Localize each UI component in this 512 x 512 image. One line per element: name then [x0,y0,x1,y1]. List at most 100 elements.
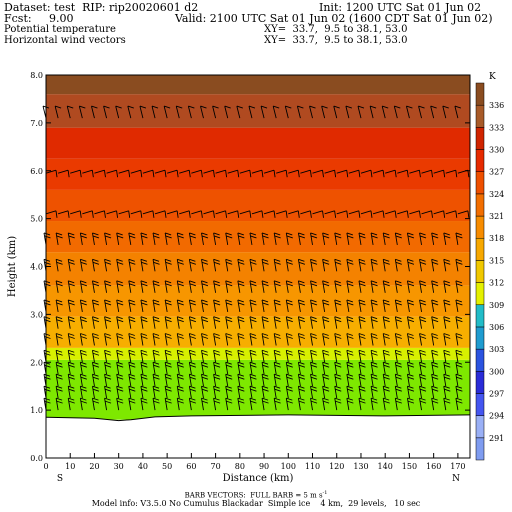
wind-barb [431,373,439,387]
wind-barb [394,373,402,387]
wind-barb [164,258,172,272]
x-tick-label: 50 [162,462,172,471]
x-tick-label: 20 [89,462,99,471]
wind-barb [55,373,63,387]
wind-barb [154,169,167,178]
wind-barb [225,373,233,387]
wind-barb [346,333,354,346]
wind-barb [55,299,63,313]
x-tick-label: 130 [353,462,368,471]
x-tick-label: 150 [402,462,417,471]
wind-barb [94,210,106,218]
wind-barb [104,299,112,313]
wind-barb [237,373,245,387]
wind-barb [409,210,421,218]
wind-barb [237,299,245,313]
wind-barb [297,232,306,246]
wind-barb [382,349,390,363]
x-tick-label: 40 [138,462,148,471]
wind-barb [393,105,401,119]
wind-barb [67,258,75,272]
colorbar-label: 309 [489,301,504,310]
wind-barb [419,373,427,387]
wind-barb [346,373,354,387]
wind-barb [115,105,122,119]
wind-barb [130,210,143,218]
wind-barb [92,232,100,246]
wind-barb [382,373,390,387]
wind-barb [431,333,439,346]
wind-barb [70,210,82,218]
theta-layer-8 [46,127,470,159]
wind-barb [273,349,281,363]
wind-barb [188,397,197,411]
wind-barb [82,210,94,218]
wind-barb [346,258,354,272]
wind-barb [55,333,63,346]
wind-barb [370,385,378,399]
wind-barb [249,373,257,387]
wind-barb [213,349,221,363]
wind-barb [188,316,197,329]
terrain-line [45,414,471,422]
wind-barb [191,210,203,218]
wind-barb [360,210,373,218]
wind-barb [225,333,233,346]
colorbar-swatch [475,193,485,217]
theta-layer-10 [46,75,470,95]
wind-barb [334,299,342,313]
wind-barb [213,232,221,246]
x-tick-label: 110 [305,462,320,471]
wind-barb [346,316,354,329]
wind-barb [358,299,366,313]
colorbar-swatch [475,415,485,439]
wind-barb [79,373,87,387]
wind-barb [55,349,63,363]
colorbar-swatch [475,127,485,150]
wind-barb [140,333,148,346]
wind-barb [382,333,390,346]
wind-barb [455,373,463,387]
header-dataset: Dataset: test RIP: rip20020601 d2 [4,1,199,14]
wind-barb [310,385,318,399]
wind-barb [297,333,306,346]
wind-barb [285,232,293,246]
wind-barb [443,397,451,411]
wind-barb [201,333,209,346]
colorbar-label: 300 [489,367,504,376]
wind-barb [106,210,119,218]
colorbar-label: 291 [489,434,504,443]
wind-barb [92,373,100,387]
wind-barb [297,385,306,399]
wind-barb [285,349,293,363]
wind-barb [431,361,439,375]
wind-barb [128,373,136,387]
wind-barb [201,232,209,246]
wind-barb [176,280,184,293]
wind-barb [334,397,342,411]
wind-barb [67,349,75,363]
wind-barb [67,333,75,346]
wind-barb [309,105,316,119]
wind-barb [419,232,427,246]
wind-barb [139,105,147,119]
wind-barb [201,280,209,293]
wind-barb [443,349,451,363]
wind-barb [310,316,318,329]
wind-barb [176,349,184,363]
colorbar-label: 327 [489,168,504,177]
wind-barb [455,385,463,399]
wind-barb [237,232,245,246]
wind-barb [382,385,390,399]
wind-barb [431,232,439,246]
wind-barb [312,210,324,218]
wind-barb [346,299,354,313]
wind-barb [405,105,413,119]
wind-barb [443,232,451,246]
colorbar-label: 297 [489,389,504,398]
wind-barb [394,349,402,363]
wind-barb [57,210,70,218]
wind-barb [431,299,439,313]
wind-barb [445,210,458,218]
wind-barb [213,280,221,293]
